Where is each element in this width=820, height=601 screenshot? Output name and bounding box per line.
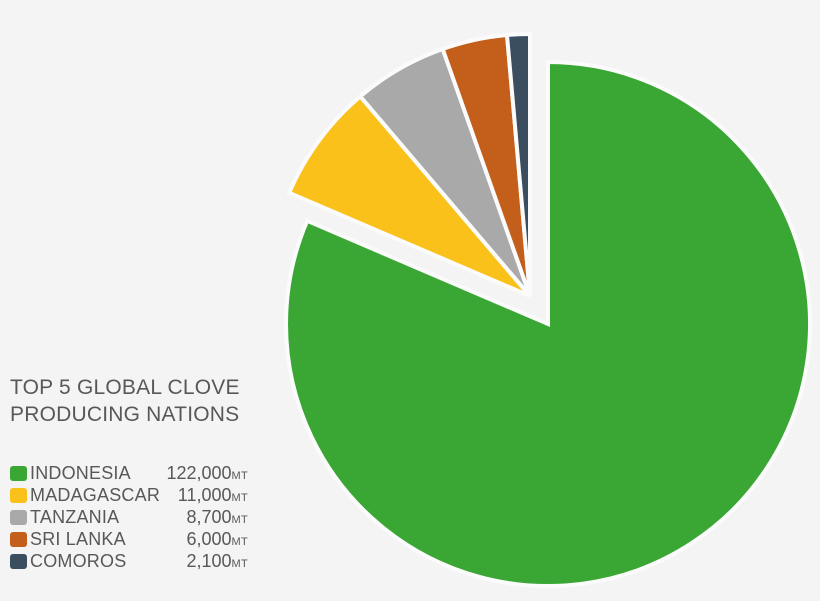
legend-item-comoros: COMOROS 2,100MT: [10, 550, 248, 572]
legend-item-indonesia: INDONESIA 122,000MT: [10, 462, 248, 484]
legend-item-sri-lanka: SRI LANKA 6,000MT: [10, 528, 248, 550]
legend-country-label: COMOROS: [30, 550, 127, 571]
legend-item-tanzania: TANZANIA 8,700MT: [10, 506, 248, 528]
legend-value-number: 122,000: [166, 462, 232, 483]
legend-value: 2,100MT: [186, 551, 248, 572]
legend-value: 122,000MT: [166, 463, 248, 484]
legend-value: 8,700MT: [186, 507, 248, 528]
chart-title: TOP 5 GLOBAL CLOVE PRODUCING NATIONS: [10, 374, 240, 428]
legend-item-madagascar: MADAGASCAR 11,000MT: [10, 484, 248, 506]
legend-value-number: 2,100: [186, 550, 232, 571]
chart-title-line2: PRODUCING NATIONS: [10, 403, 240, 426]
legend-swatch: [10, 509, 27, 525]
legend-value-number: 11,000: [177, 484, 232, 505]
legend-country-label: INDONESIA: [30, 462, 131, 483]
chart-title-line1: TOP 5 GLOBAL CLOVE: [10, 376, 240, 399]
legend-unit-label: MT: [231, 469, 248, 482]
legend-unit-label: MT: [231, 513, 248, 526]
pie-slice-comoros: [504, 31, 532, 297]
legend-country-label: MADAGASCAR: [30, 484, 161, 505]
legend-unit-label: MT: [231, 557, 248, 570]
legend-swatch: [10, 553, 27, 569]
pie-slice-madagascar: [286, 93, 532, 298]
legend-value-number: 6,000: [186, 528, 232, 549]
legend-swatch: [10, 465, 27, 481]
legend-unit-label: MT: [231, 491, 248, 504]
legend-swatch: [10, 487, 27, 503]
legend-unit-label: MT: [231, 535, 248, 548]
legend-country-label: TANZANIA: [30, 506, 120, 527]
legend-swatch: [10, 531, 27, 547]
legend: INDONESIA 122,000MT MADAGASCAR 11,000MT TANZ…: [10, 462, 248, 572]
legend-country-label: SRI LANKA: [30, 528, 126, 549]
pie-slice-indonesia: [284, 59, 812, 588]
legend-value: 11,000MT: [178, 485, 248, 506]
legend-value-number: 8,700: [186, 506, 232, 527]
legend-value: 6,000MT: [186, 529, 248, 550]
